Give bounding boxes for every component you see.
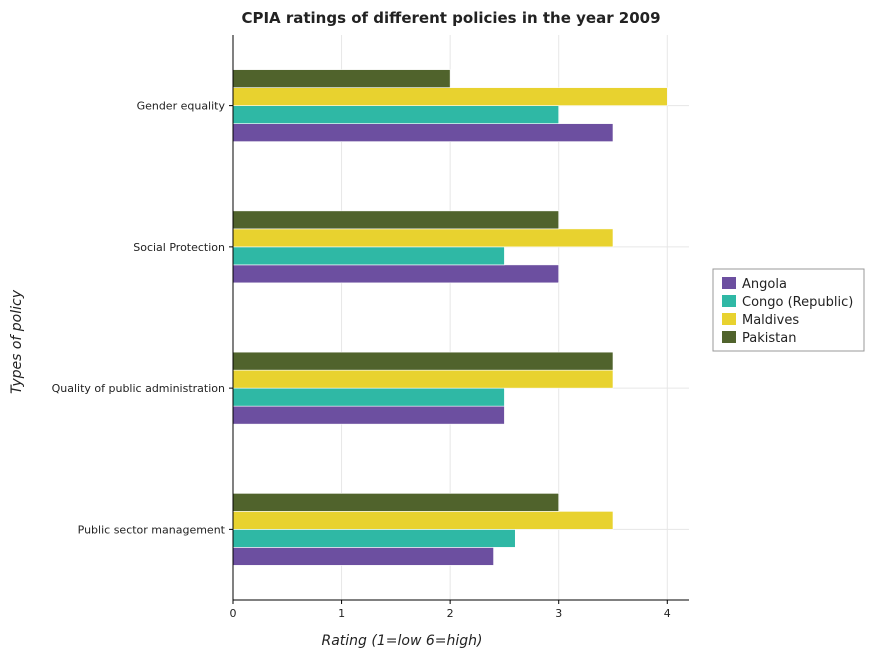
x-tick-label: 2 (447, 607, 454, 620)
legend-swatch (722, 313, 736, 325)
bar-congo-republic-1 (232, 246, 505, 266)
y-category-label: Quality of public administration (52, 382, 225, 395)
bar-maldives-1 (232, 228, 614, 248)
legend-swatch (722, 331, 736, 343)
bar-maldives-0 (232, 87, 668, 106)
legend-swatch (722, 295, 736, 307)
y-category-label: Public sector management (78, 523, 226, 536)
legend-swatch (722, 277, 736, 289)
chart-title: CPIA ratings of different policies in th… (241, 9, 660, 27)
y-category-label: Gender equality (137, 100, 226, 113)
x-axis-title: Rating (1=low 6=high) (322, 633, 483, 649)
x-tick-label: 0 (230, 607, 237, 620)
x-tick-label: 3 (555, 607, 562, 620)
y-category-label: Social Protection (133, 241, 225, 254)
bar-angola-2 (232, 405, 505, 425)
legend-label: Maldives (742, 313, 799, 328)
bar-maldives-3 (232, 511, 614, 530)
bar-pakistan-0 (232, 69, 451, 88)
bar-pakistan-2 (232, 351, 614, 371)
x-tick-label: 4 (664, 607, 671, 620)
legend-label: Pakistan (742, 331, 796, 346)
legend-box (712, 268, 865, 352)
bar-pakistan-3 (232, 493, 560, 512)
bar-congo-republic-0 (232, 105, 560, 124)
legend-label: Congo (Republic) (742, 295, 853, 310)
bar-angola-0 (232, 123, 614, 142)
bar-congo-republic-2 (232, 387, 505, 407)
legend: Angola Congo (Republic) Maldives Pakistan (712, 268, 865, 352)
bar-angola-1 (232, 264, 560, 284)
bar-angola-3 (232, 547, 494, 566)
bar-pakistan-1 (232, 210, 560, 230)
x-tick-label: 1 (338, 607, 345, 620)
legend-label: Angola (742, 277, 787, 292)
axes: 0 1 2 3 4 Gender equality Social Protection Qua… (52, 35, 689, 620)
bar-congo-republic-3 (232, 529, 516, 548)
bar-maldives-2 (232, 369, 614, 389)
y-axis-title: Types of policy (9, 289, 25, 394)
